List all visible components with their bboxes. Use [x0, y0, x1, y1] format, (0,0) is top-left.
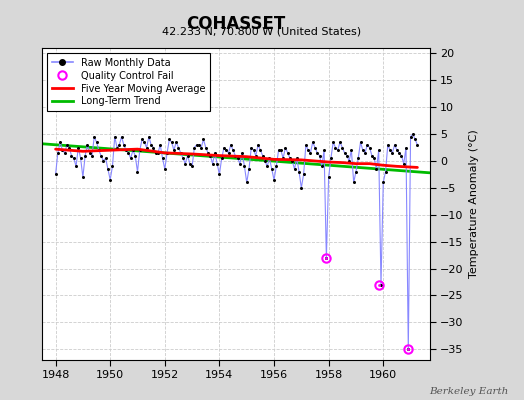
Text: 42.233 N, 70.800 W (United States): 42.233 N, 70.800 W (United States) [162, 26, 362, 36]
Legend: Raw Monthly Data, Quality Control Fail, Five Year Moving Average, Long-Term Tren: Raw Monthly Data, Quality Control Fail, … [47, 53, 210, 111]
Y-axis label: Temperature Anomaly (°C): Temperature Anomaly (°C) [469, 130, 479, 278]
Title: COHASSET: COHASSET [186, 14, 286, 32]
Text: Berkeley Earth: Berkeley Earth [429, 387, 508, 396]
